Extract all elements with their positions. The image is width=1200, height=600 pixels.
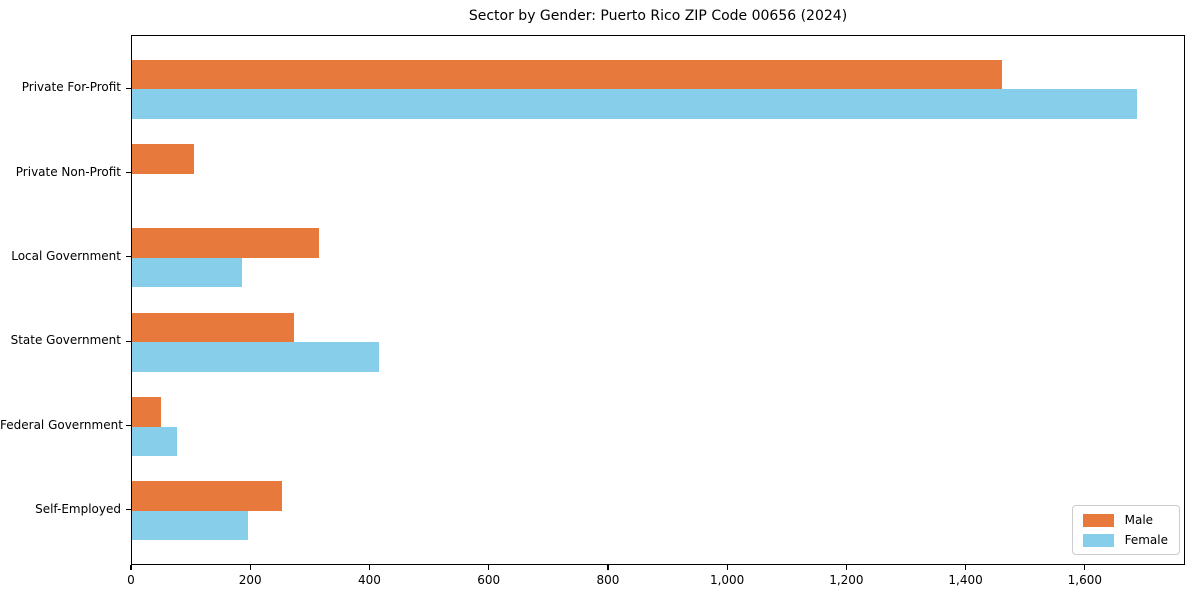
bar-male-self-employed bbox=[132, 481, 283, 511]
x-tick-label: 0 bbox=[127, 573, 135, 587]
legend-label-male: Male bbox=[1124, 513, 1154, 527]
x-tick-mark bbox=[1084, 565, 1086, 570]
y-tick-mark bbox=[126, 87, 131, 89]
bar-female-local-government bbox=[132, 257, 242, 288]
bar-male-private-non-profit bbox=[132, 144, 194, 174]
bar-male-federal-government bbox=[132, 397, 161, 427]
bar-female-private-for-profit bbox=[132, 89, 1137, 119]
y-tick-mark bbox=[126, 509, 131, 511]
x-tick-label: 200 bbox=[238, 573, 262, 587]
legend-item-male: Male bbox=[1082, 513, 1168, 527]
x-tick-mark bbox=[845, 565, 847, 570]
x-tick-label: 400 bbox=[358, 573, 381, 587]
y-tick-mark bbox=[126, 424, 131, 427]
x-tick-mark bbox=[488, 565, 490, 570]
plot-area bbox=[131, 35, 1185, 565]
y-tick-label: Private Non-Profit bbox=[15, 164, 121, 179]
bar-male-state-government bbox=[132, 312, 294, 343]
x-tick-label: 1,400 bbox=[948, 573, 983, 587]
legend-swatch-icon-male bbox=[1082, 513, 1114, 527]
x-tick-label: 1,000 bbox=[709, 573, 745, 587]
x-tick-label: 600 bbox=[477, 573, 501, 587]
y-tick-label: Local Government bbox=[11, 248, 121, 263]
legend-swatch-icon-female bbox=[1082, 533, 1114, 547]
y-tick-label: Self-Employed bbox=[35, 501, 121, 516]
x-tick-label: 1,600 bbox=[1067, 573, 1103, 587]
legend-item-female: Female bbox=[1082, 533, 1168, 547]
x-tick-label: 1,200 bbox=[829, 573, 864, 587]
x-tick-label: 800 bbox=[596, 573, 620, 587]
y-tick-mark bbox=[126, 340, 131, 342]
legend-label-female: Female bbox=[1124, 533, 1168, 547]
bar-female-self-employed bbox=[132, 510, 249, 541]
y-tick-label: State Government bbox=[10, 333, 121, 348]
x-tick-mark bbox=[368, 565, 371, 570]
y-tick-mark bbox=[126, 256, 131, 258]
bar-male-private-for-profit bbox=[132, 59, 1003, 90]
bar-female-state-government bbox=[132, 342, 380, 372]
bar-male-local-government bbox=[132, 228, 319, 258]
x-tick-mark bbox=[130, 565, 132, 570]
x-tick-mark bbox=[965, 565, 967, 570]
legend: Male Female bbox=[1071, 505, 1180, 555]
x-tick-mark bbox=[726, 565, 728, 570]
y-tick-label: Private For-Profit bbox=[21, 80, 121, 95]
y-tick-label: Federal Government bbox=[0, 417, 123, 432]
x-tick-mark bbox=[607, 565, 609, 570]
x-tick-mark bbox=[249, 565, 251, 570]
chart-title: Sector by Gender: Puerto Rico ZIP Code 0… bbox=[468, 8, 848, 24]
bar-female-federal-government bbox=[132, 426, 178, 456]
y-tick-mark bbox=[126, 172, 131, 174]
